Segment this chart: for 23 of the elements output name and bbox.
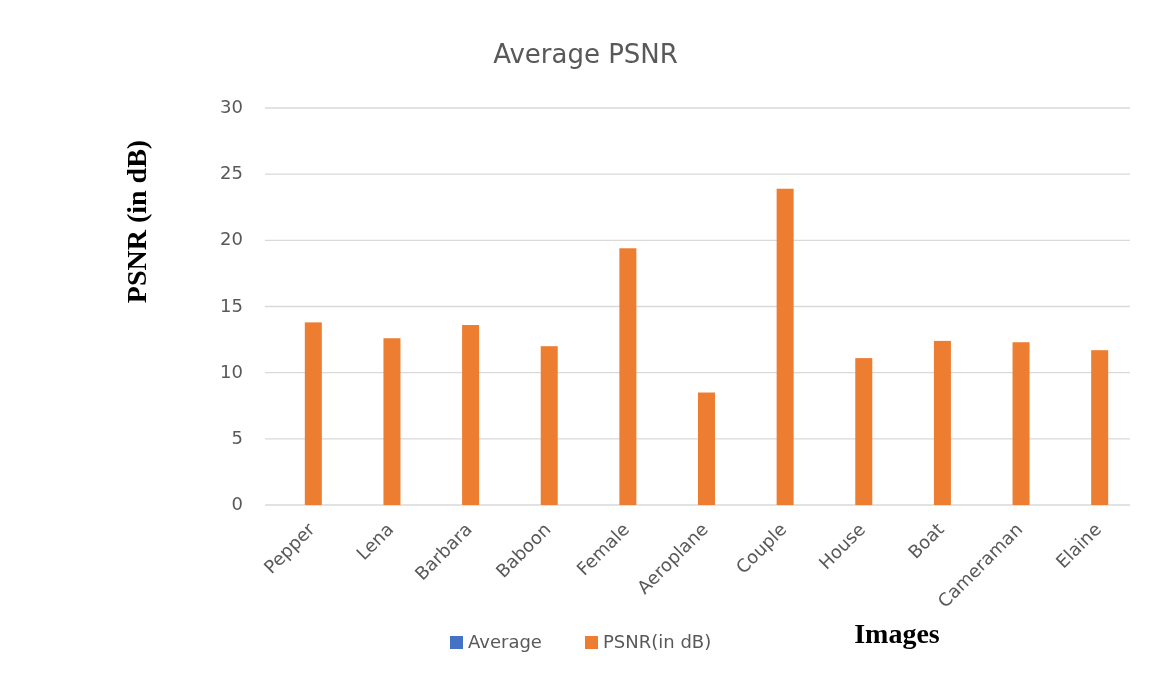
bar xyxy=(933,340,951,505)
y-tick-label: 30 xyxy=(220,96,243,117)
y-tick-label: 5 xyxy=(231,426,243,448)
y-axis-title: PSNR (in dB) xyxy=(121,139,153,304)
y-tick-label: 0 xyxy=(231,493,243,514)
bar xyxy=(383,338,401,505)
y-tick-label: 10 xyxy=(220,360,243,382)
y-tick-label: 20 xyxy=(220,228,243,250)
bar xyxy=(540,346,558,505)
bar xyxy=(698,392,715,505)
x-axis-title: Images xyxy=(854,618,940,650)
bar xyxy=(619,248,637,505)
chart-title: Average PSNR xyxy=(493,38,678,69)
y-tick-label: 25 xyxy=(220,162,243,184)
bar xyxy=(304,322,322,505)
bar xyxy=(776,188,794,505)
bar xyxy=(855,358,873,505)
bar xyxy=(1091,350,1109,505)
bar xyxy=(462,325,480,505)
legend-label: PSNR(in dB) xyxy=(603,631,712,652)
y-tick-label: 15 xyxy=(220,294,243,316)
legend-label: Average xyxy=(468,631,542,652)
bar xyxy=(1012,342,1030,505)
